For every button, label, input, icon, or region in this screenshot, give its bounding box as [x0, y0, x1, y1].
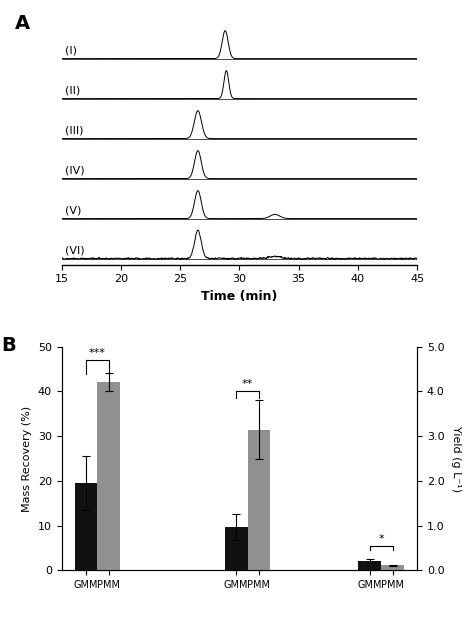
X-axis label: Time (min): Time (min)	[201, 290, 278, 303]
Text: (I): (I)	[65, 45, 77, 55]
Bar	[75, 483, 98, 570]
Text: (IV): (IV)	[65, 166, 85, 175]
Text: B: B	[1, 335, 16, 355]
Bar	[98, 382, 120, 570]
Bar	[358, 561, 381, 570]
Text: ***: ***	[89, 348, 106, 358]
Bar	[381, 565, 404, 570]
Bar	[225, 527, 247, 570]
Text: (V): (V)	[65, 205, 82, 215]
Text: (III): (III)	[65, 125, 84, 135]
Text: A: A	[15, 14, 30, 33]
Bar	[247, 430, 270, 570]
Text: **: **	[242, 379, 253, 389]
Y-axis label: Yield (g L⁻¹): Yield (g L⁻¹)	[451, 425, 461, 492]
Text: (II): (II)	[65, 86, 81, 95]
Y-axis label: Mass Recovery (%): Mass Recovery (%)	[22, 405, 32, 512]
Text: (VI): (VI)	[65, 246, 85, 255]
Text: *: *	[378, 534, 384, 544]
